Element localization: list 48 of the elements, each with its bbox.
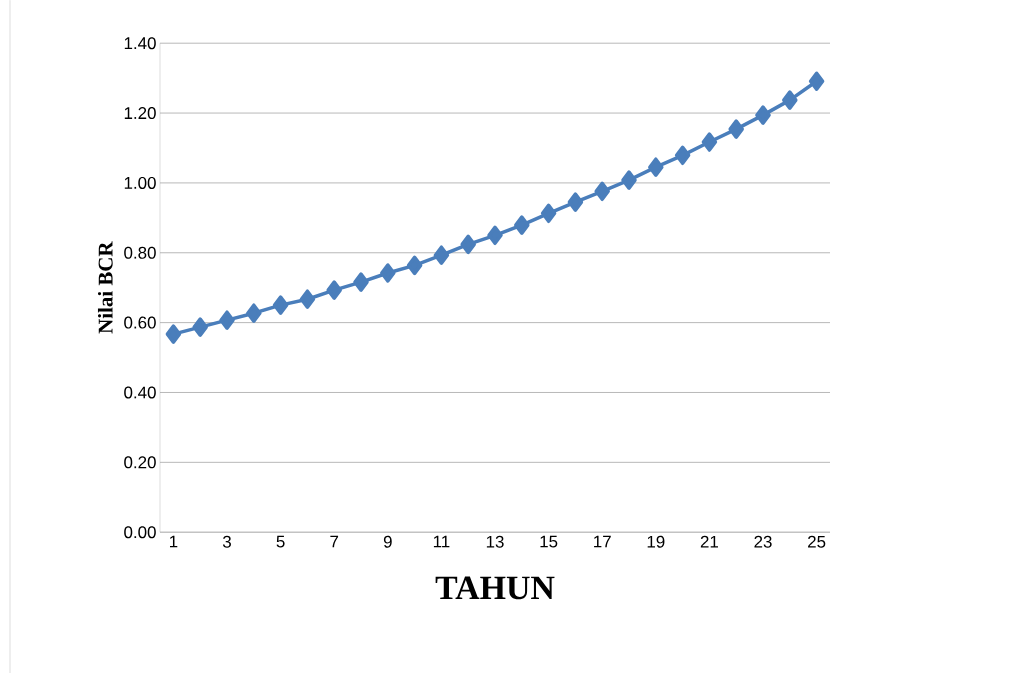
- y-tick-label: 0.20: [124, 456, 156, 469]
- y-tick-label: 1.40: [124, 37, 156, 50]
- point: [219, 310, 235, 330]
- x-axis-title: TAHUN: [435, 576, 555, 600]
- point: [487, 225, 503, 245]
- point: [299, 289, 316, 309]
- point: [380, 263, 396, 283]
- point: [326, 280, 342, 300]
- point: [621, 170, 637, 190]
- point: [782, 90, 798, 110]
- x-tick-label: 19: [647, 535, 665, 548]
- point: [353, 272, 369, 292]
- x-tick-label: 1: [169, 535, 178, 548]
- point: [808, 71, 825, 91]
- point: [540, 203, 557, 223]
- y-tick-label: 0.00: [124, 526, 156, 539]
- point: [406, 255, 423, 275]
- point: [648, 157, 664, 177]
- y-tick-label: 1.00: [124, 176, 156, 189]
- x-tick-label: 3: [222, 535, 231, 548]
- point: [674, 145, 691, 165]
- x-tick-label: 7: [330, 535, 339, 548]
- point: [165, 324, 182, 344]
- point: [728, 119, 744, 139]
- y-tick-label: 0.80: [124, 246, 156, 259]
- x-tick-label: 21: [700, 535, 718, 548]
- point: [433, 245, 450, 265]
- x-tick-label: 5: [276, 535, 285, 548]
- point: [514, 215, 530, 235]
- x-tick-label: 15: [540, 535, 558, 548]
- point: [460, 234, 476, 254]
- y-tick-label: 1.20: [124, 106, 156, 119]
- point: [594, 181, 610, 201]
- point: [755, 105, 771, 125]
- x-tick-label: 9: [383, 535, 392, 548]
- x-tick-label: 23: [754, 535, 772, 548]
- x-tick-label: 13: [486, 535, 504, 548]
- y-axis-title: Nilai BCR: [97, 241, 113, 334]
- x-tick-label: 11: [433, 535, 450, 548]
- y-tick-label: 0.40: [124, 386, 156, 399]
- x-tick-label: 17: [594, 535, 611, 548]
- x-tick-label: 25: [808, 535, 826, 548]
- y-tick-label: 0.60: [124, 316, 156, 329]
- point: [701, 132, 718, 152]
- point: [246, 303, 262, 323]
- point: [192, 317, 208, 337]
- point: [567, 192, 584, 212]
- point: [272, 295, 289, 315]
